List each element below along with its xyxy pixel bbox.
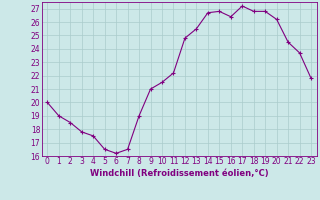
X-axis label: Windchill (Refroidissement éolien,°C): Windchill (Refroidissement éolien,°C) — [90, 169, 268, 178]
